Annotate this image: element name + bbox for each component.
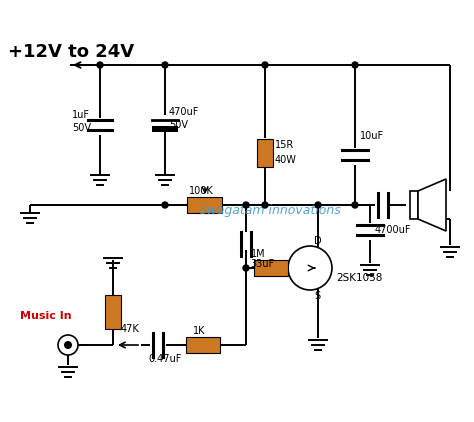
Circle shape (352, 202, 358, 208)
Bar (105, 295, 121, 329)
Polygon shape (418, 179, 446, 231)
Text: 47K: 47K (121, 324, 140, 334)
Circle shape (162, 62, 168, 68)
Text: 15R: 15R (275, 140, 294, 150)
Circle shape (288, 246, 332, 290)
Text: swagatam innovations: swagatam innovations (200, 203, 341, 216)
Text: 4700uF: 4700uF (375, 225, 411, 235)
Circle shape (162, 202, 168, 208)
Circle shape (352, 62, 358, 68)
Text: 50V: 50V (169, 120, 188, 130)
Bar (254, 260, 288, 276)
Text: 100K: 100K (189, 186, 214, 196)
Text: 1K: 1K (193, 326, 206, 336)
Circle shape (315, 202, 321, 208)
Text: D: D (314, 236, 322, 246)
Circle shape (58, 335, 78, 355)
Text: 33uF: 33uF (250, 259, 274, 269)
Text: 50V: 50V (72, 123, 91, 133)
Text: +12V to 24V: +12V to 24V (8, 43, 134, 61)
Bar (152, 126, 178, 132)
Text: 470uF: 470uF (169, 107, 200, 117)
Text: 1M: 1M (251, 249, 265, 259)
Bar (257, 139, 273, 167)
Text: 40W: 40W (275, 155, 297, 165)
Text: G: G (281, 263, 288, 273)
Bar (188, 197, 222, 213)
Text: 10uF: 10uF (360, 131, 384, 141)
Bar (410, 191, 418, 219)
Text: 2SK1058: 2SK1058 (336, 273, 383, 283)
Circle shape (262, 202, 268, 208)
Circle shape (64, 341, 72, 349)
Text: S: S (314, 291, 320, 301)
Circle shape (262, 62, 268, 68)
Circle shape (243, 202, 249, 208)
Text: Music In: Music In (20, 311, 72, 321)
Bar (186, 337, 220, 353)
Text: 1uF: 1uF (72, 110, 90, 120)
Text: 0.47uF: 0.47uF (148, 354, 182, 364)
Circle shape (97, 62, 103, 68)
Circle shape (243, 265, 249, 271)
